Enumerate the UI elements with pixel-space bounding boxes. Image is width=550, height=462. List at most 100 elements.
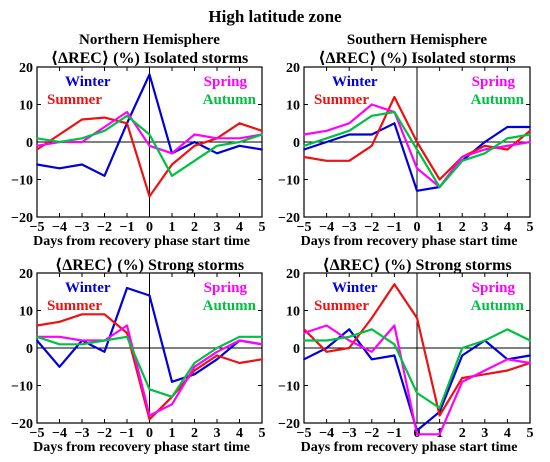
- data-point-autumn: [303, 339, 305, 342]
- data-point-autumn: [261, 335, 263, 338]
- data-point-spring: [193, 365, 196, 368]
- data-point-summer: [148, 418, 151, 421]
- data-point-autumn: [193, 362, 196, 364]
- legend-winter: Winter: [332, 74, 378, 90]
- x-tick-label: −1: [387, 220, 402, 235]
- data-point-autumn: [370, 328, 373, 331]
- x-tick-label: −2: [97, 426, 112, 441]
- data-point-autumn: [529, 339, 531, 342]
- data-point-summer: [325, 159, 328, 162]
- y-tick-label: 20: [19, 61, 33, 76]
- data-point-winter: [393, 122, 396, 125]
- data-point-summer: [370, 317, 373, 319]
- y-tick-label: 20: [19, 267, 33, 282]
- data-point-autumn: [103, 339, 106, 342]
- x-tick-label: −1: [120, 426, 135, 441]
- data-point-summer: [193, 144, 196, 147]
- data-point-spring: [370, 103, 373, 106]
- data-point-summer: [303, 328, 305, 331]
- data-point-winter: [238, 144, 241, 147]
- data-point-autumn: [171, 174, 173, 177]
- data-point-spring: [81, 141, 83, 143]
- x-tick-label: −5: [297, 426, 312, 441]
- y-tick-label: −20: [278, 417, 300, 432]
- data-point-autumn: [483, 152, 486, 155]
- legend-spring: Spring: [472, 280, 516, 296]
- data-point-spring: [171, 403, 173, 406]
- data-point-autumn: [58, 141, 61, 143]
- x-tick-label: 4: [236, 220, 243, 235]
- hemisphere-label: Southern Hemisphere: [347, 32, 487, 48]
- x-tick-label: 0: [146, 220, 153, 235]
- x-tick-label: 3: [481, 426, 488, 441]
- data-point-summer: [193, 369, 196, 372]
- data-point-spring: [348, 339, 351, 342]
- x-tick-label: 3: [481, 220, 488, 235]
- data-point-spring: [438, 433, 441, 436]
- data-point-winter: [461, 354, 464, 357]
- data-point-spring: [148, 144, 151, 147]
- data-point-spring: [325, 129, 328, 132]
- data-point-summer: [261, 129, 263, 132]
- legend-summer: Summer: [314, 92, 369, 108]
- data-point-autumn: [81, 137, 83, 140]
- data-point-summer: [483, 144, 486, 147]
- data-point-autumn: [325, 137, 328, 140]
- data-point-summer: [506, 369, 509, 372]
- data-point-spring: [370, 350, 373, 353]
- data-point-summer: [103, 116, 106, 119]
- data-point-autumn: [193, 159, 196, 162]
- x-tick-label: −3: [342, 426, 357, 441]
- y-tick-label: −10: [11, 174, 33, 189]
- data-point-autumn: [261, 133, 263, 136]
- x-axis-label: Days from recovery phase start time: [33, 234, 250, 249]
- data-point-winter: [36, 339, 38, 342]
- data-point-winter: [348, 328, 351, 331]
- data-point-autumn: [126, 335, 128, 338]
- x-tick-label: 5: [259, 220, 266, 235]
- data-point-autumn: [171, 395, 173, 398]
- data-point-autumn: [393, 111, 396, 113]
- legend-summer: Summer: [47, 92, 102, 108]
- y-tick-label: 10: [19, 305, 33, 320]
- data-point-summer: [393, 96, 396, 98]
- data-point-spring: [506, 144, 509, 147]
- data-point-spring: [416, 167, 418, 170]
- panel-title: ⟨ΔREC⟩ (%) Strong storms: [322, 257, 511, 274]
- data-point-winter: [483, 141, 486, 143]
- data-point-autumn: [461, 347, 464, 349]
- data-point-autumn: [148, 133, 151, 136]
- x-tick-label: −5: [30, 426, 45, 441]
- data-point-winter: [193, 141, 196, 143]
- data-point-winter: [193, 373, 196, 376]
- data-point-spring: [238, 137, 241, 140]
- data-point-summer: [416, 317, 418, 319]
- data-point-spring: [461, 156, 464, 158]
- data-point-spring: [171, 152, 173, 155]
- data-point-spring: [193, 133, 196, 136]
- data-point-spring: [303, 332, 305, 334]
- x-tick-label: 2: [459, 426, 466, 441]
- legend-autumn: Autumn: [471, 298, 525, 314]
- data-point-winter: [81, 163, 83, 166]
- y-tick-label: 0: [26, 136, 33, 151]
- x-tick-label: 4: [504, 426, 511, 441]
- data-point-summer: [483, 373, 486, 376]
- data-point-summer: [216, 354, 218, 357]
- y-tick-label: 0: [26, 342, 33, 357]
- data-point-winter: [506, 126, 509, 128]
- data-point-summer: [370, 144, 373, 147]
- data-point-autumn: [393, 343, 396, 346]
- x-tick-label: 1: [169, 426, 176, 441]
- legend-winter: Winter: [332, 280, 378, 296]
- x-tick-label: −5: [30, 220, 45, 235]
- x-tick-label: 5: [527, 220, 534, 235]
- x-tick-label: 4: [236, 426, 243, 441]
- data-point-autumn: [348, 335, 351, 338]
- data-point-winter: [103, 174, 106, 177]
- chart-panel-1: Northern Hemisphere ⟨ΔREC⟩ (%) Isolated s…: [11, 32, 265, 249]
- data-point-autumn: [126, 114, 128, 117]
- data-point-spring: [81, 339, 83, 342]
- data-point-summer: [171, 163, 173, 166]
